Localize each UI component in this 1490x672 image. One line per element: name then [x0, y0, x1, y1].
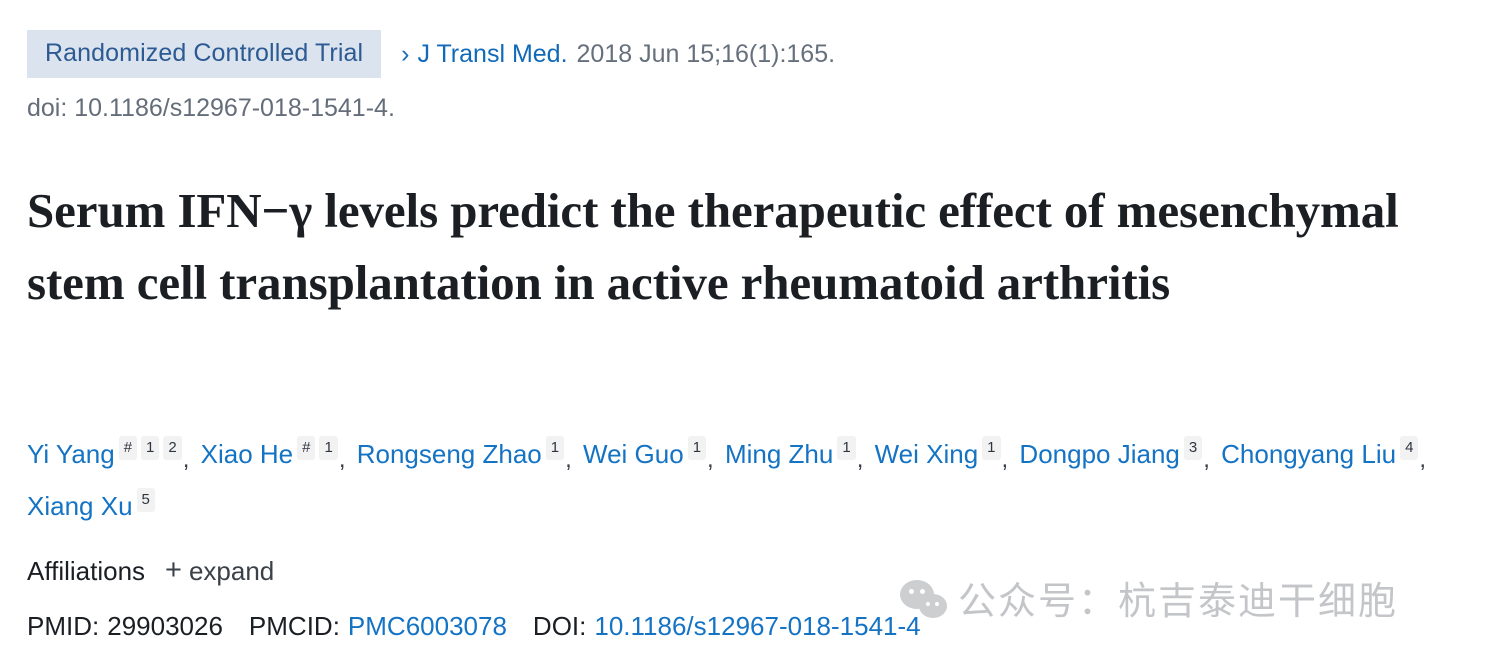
pmid-label: PMID: [27, 611, 100, 641]
identifiers-row: PMID: 29903026 PMCID: PMC6003078 DOI: 10… [27, 613, 921, 639]
plus-icon[interactable]: + [165, 554, 182, 586]
pmcid-link[interactable]: PMC6003078 [347, 611, 507, 641]
author-separator: , [707, 446, 714, 473]
pmcid-label: PMCID: [248, 611, 340, 641]
author-link[interactable]: Chongyang Liu [1221, 439, 1397, 469]
author-link[interactable]: Wei Guo [583, 439, 684, 469]
affiliations-row: Affiliations + expand [27, 556, 274, 585]
author-entry: Rongseng Zhao 1 [356, 436, 565, 469]
author-separator: , [1203, 446, 1210, 473]
author-separator: , [182, 446, 190, 473]
wechat-watermark: 公众号：杭吉泰迪干细胞 [900, 580, 1398, 622]
author-link[interactable]: Yi Yang [27, 439, 115, 469]
author-separator: , [856, 446, 864, 473]
author-entry: Ming Zhu 1 [724, 436, 856, 469]
author-affiliation-marker[interactable]: 1 [982, 436, 1001, 460]
author-affiliation-marker[interactable]: 3 [1183, 436, 1203, 460]
expand-affiliations-button[interactable]: expand [188, 555, 275, 586]
doi-label: DOI: [532, 611, 587, 641]
watermark-text: 公众号：杭吉泰迪干细胞 [958, 579, 1399, 623]
author-link[interactable]: Ming Zhu [724, 439, 834, 469]
author-link[interactable]: Rongseng Zhao [356, 439, 542, 469]
author-link[interactable]: Xiang Xu [27, 491, 133, 521]
doi-link[interactable]: 10.1186/s12967-018-1541-4 [594, 611, 921, 641]
author-affiliation-marker[interactable]: 5 [136, 488, 155, 512]
chevron-right-icon: › [401, 39, 410, 68]
affiliations-label: Affiliations [27, 555, 146, 586]
author-affiliation-marker[interactable]: 2 [163, 436, 182, 460]
author-entry: Wei Guo 1 [583, 436, 707, 469]
author-entry: Xiao He #1 [200, 436, 338, 469]
author-entry: Xiang Xu 5 [27, 488, 155, 521]
citation-doi-line: doi: 10.1186/s12967-018-1541-4. [27, 94, 395, 122]
author-affiliation-marker[interactable]: 1 [141, 436, 160, 460]
author-affiliation-marker[interactable]: 4 [1400, 436, 1419, 460]
author-affiliation-marker[interactable]: # [297, 436, 316, 460]
pmid-value: 29903026 [107, 611, 223, 641]
author-affiliation-marker[interactable]: 1 [545, 436, 565, 460]
author-list: Yi Yang #1 2, Xiao He #1, Rongseng Zhao 1, W… [27, 431, 1467, 530]
author-entry: Yi Yang #1 2 [27, 436, 182, 469]
journal-link[interactable]: J Transl Med. [417, 39, 568, 68]
author-affiliation-marker[interactable]: 1 [319, 436, 338, 460]
author-separator: , [565, 446, 572, 473]
author-link[interactable]: Xiao He [200, 439, 294, 469]
author-link[interactable]: Wei Xing [874, 439, 979, 469]
publication-type-badge[interactable]: Randomized Controlled Trial [27, 30, 382, 78]
author-link[interactable]: Dongpo Jiang [1019, 439, 1180, 469]
author-separator: , [1001, 446, 1009, 473]
citation-row: Randomized Controlled Trial › J Transl M… [27, 30, 835, 78]
author-entry: Chongyang Liu 4 [1221, 436, 1419, 469]
author-affiliation-marker[interactable]: # [118, 436, 138, 460]
citation-date: 2018 Jun 15;16(1):165. [576, 39, 836, 68]
author-entry: Dongpo Jiang 3 [1019, 436, 1203, 469]
author-separator: , [338, 446, 346, 473]
author-affiliation-marker[interactable]: 1 [687, 436, 707, 460]
author-separator: , [1419, 446, 1427, 473]
author-entry: Wei Xing 1 [874, 436, 1001, 469]
page-title: Serum IFN−γ levels predict the therapeut… [27, 183, 1399, 310]
author-affiliation-marker[interactable]: 1 [837, 436, 856, 460]
